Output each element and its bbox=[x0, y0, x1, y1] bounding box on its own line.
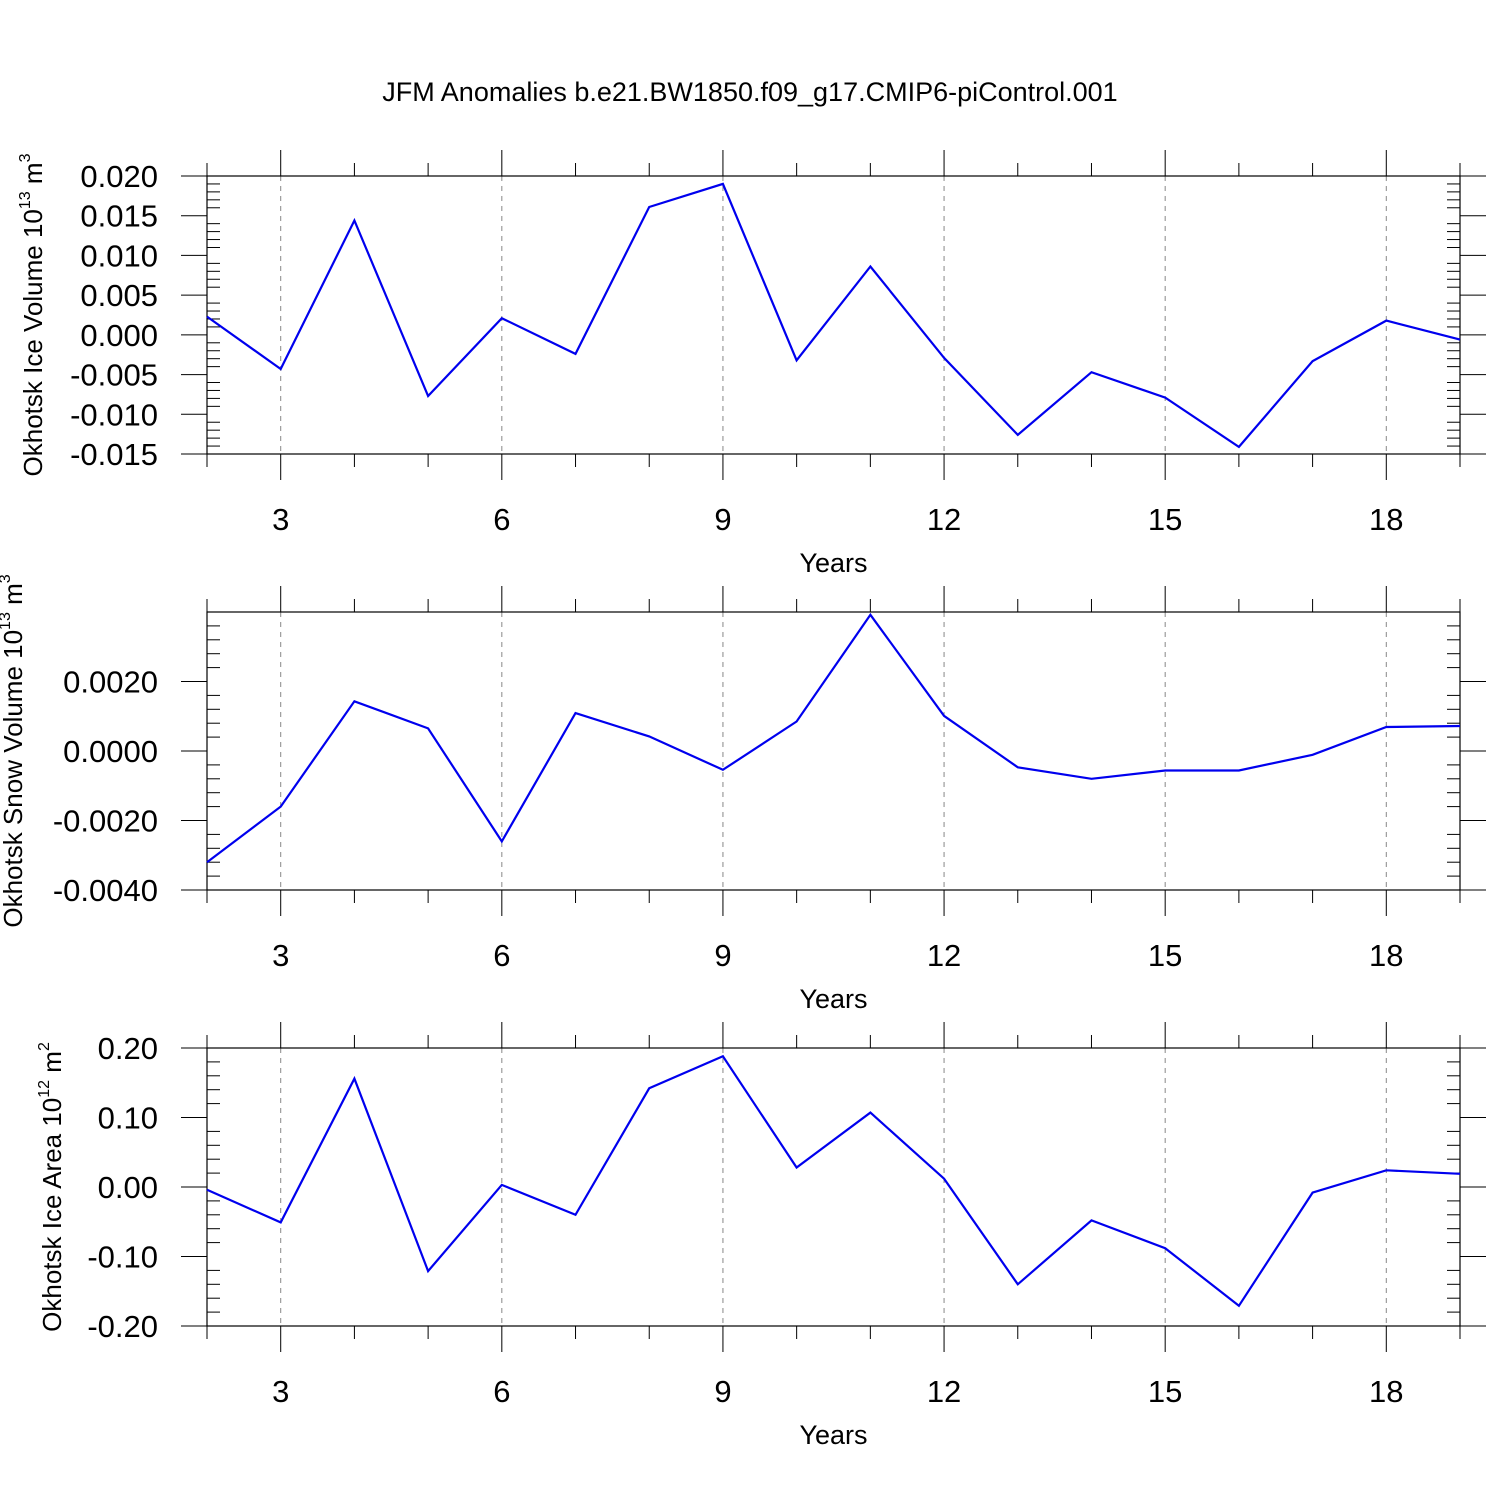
x-tick-label: 6 bbox=[493, 1374, 510, 1409]
y-tick-label: 0.10 bbox=[98, 1101, 158, 1136]
y-tick-label: 0.0020 bbox=[63, 665, 158, 700]
x-tick-label: 12 bbox=[927, 938, 961, 973]
plot-frame bbox=[206, 175, 1461, 455]
ice-area-panel: 3 6 9 12 15 18 Years -0.20 -0.10 0.00 0.10 0.20 Okho… bbox=[36, 1022, 1486, 1450]
y-tick-label: -0.20 bbox=[87, 1309, 158, 1344]
y-axis-label-part: Okhotsk Ice Area 10 bbox=[37, 1098, 67, 1332]
y-tick-label: -0.010 bbox=[70, 397, 158, 432]
y-axis-label: Okhotsk Snow Volume 1013 m3 bbox=[0, 574, 28, 927]
y-tick-label: -0.10 bbox=[87, 1240, 158, 1275]
y-tick-label: -0.015 bbox=[70, 437, 158, 472]
y-axis-label-part: m bbox=[18, 162, 48, 191]
y-tick-label: -0.005 bbox=[70, 358, 158, 393]
y-tick-label: 0.20 bbox=[98, 1031, 158, 1066]
y-axis-label-part: Okhotsk Snow Volume 10 bbox=[0, 630, 28, 928]
x-tick-label: 12 bbox=[927, 1374, 961, 1409]
y-tick-label: -0.0020 bbox=[53, 804, 158, 839]
y-tick-label: 0.005 bbox=[80, 278, 158, 313]
series-line bbox=[206, 1054, 1461, 1308]
x-tick-label: 9 bbox=[714, 938, 731, 973]
x-axis-label: Years bbox=[799, 1420, 867, 1450]
x-tick-label: 15 bbox=[1148, 1374, 1182, 1409]
y-axis-label-part: Okhotsk Ice Volume 10 bbox=[18, 209, 48, 476]
y-axis-label-part: 13 bbox=[0, 612, 14, 630]
chart-title: JFM Anomalies b.e21.BW1850.f09_g17.CMIP6… bbox=[382, 77, 1117, 107]
plot-frame bbox=[206, 611, 1461, 891]
y-axis-label-part: 3 bbox=[0, 574, 14, 583]
x-tick-label: 6 bbox=[493, 502, 510, 537]
y-axis-label: Okhotsk Ice Volume 1013 m3 bbox=[17, 153, 48, 476]
x-tick-label: 6 bbox=[493, 938, 510, 973]
x-tick-label: 18 bbox=[1369, 1374, 1403, 1409]
y-axis-label-part: 2 bbox=[36, 1042, 53, 1051]
y-tick-label: 0.020 bbox=[80, 159, 158, 194]
x-tick-label: 18 bbox=[1369, 938, 1403, 973]
y-axis-label: Okhotsk Ice Area 1012 m2 bbox=[36, 1042, 67, 1332]
y-axis-label-part: 13 bbox=[17, 191, 34, 209]
y-tick-label: 0.015 bbox=[80, 199, 158, 234]
y-tick-label: -0.0040 bbox=[53, 873, 158, 908]
y-tick-label: 0.0000 bbox=[63, 734, 158, 769]
x-tick-label: 3 bbox=[272, 1374, 289, 1409]
y-tick-label: 0.00 bbox=[98, 1170, 158, 1205]
y-tick-label: 0.010 bbox=[80, 238, 158, 273]
y-tick-label: 0.000 bbox=[80, 318, 158, 353]
x-tick-label: 9 bbox=[714, 1374, 731, 1409]
x-axis-label: Years bbox=[799, 984, 867, 1014]
series-line bbox=[206, 182, 1461, 449]
x-tick-label: 3 bbox=[272, 938, 289, 973]
x-tick-label: 3 bbox=[272, 502, 289, 537]
y-axis-label-part: 3 bbox=[17, 153, 34, 162]
ice-volume-panel: 3 6 9 12 15 18 Years -0.015 -0.010 -0.005 0.000 0.0… bbox=[17, 150, 1486, 578]
x-tick-label: 12 bbox=[927, 502, 961, 537]
x-axis-label: Years bbox=[799, 548, 867, 578]
x-tick-label: 18 bbox=[1369, 502, 1403, 537]
snow-volume-panel: 3 6 9 12 15 18 Years -0.0040 -0.0020 0.0000 0.0020… bbox=[0, 574, 1486, 1014]
y-axis-label-part: 12 bbox=[36, 1080, 53, 1098]
x-tick-label: 9 bbox=[714, 502, 731, 537]
y-axis-label-part: m bbox=[37, 1051, 67, 1080]
series-line bbox=[206, 612, 1461, 864]
x-tick-label: 15 bbox=[1148, 502, 1182, 537]
y-axis-label-part: m bbox=[0, 583, 28, 612]
x-tick-label: 15 bbox=[1148, 938, 1182, 973]
